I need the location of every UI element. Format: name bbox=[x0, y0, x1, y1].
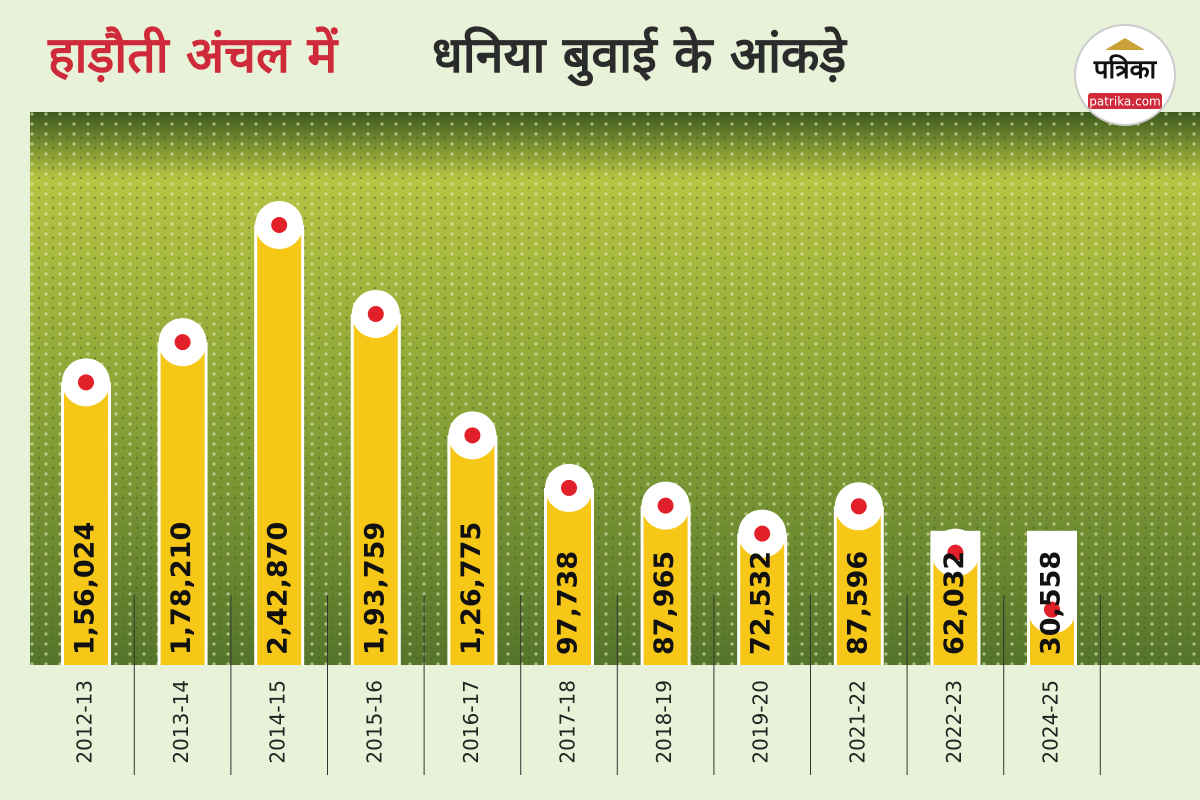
bar-dot bbox=[78, 374, 94, 391]
bar-dot bbox=[1044, 601, 1060, 618]
value-label: 1,56,024 bbox=[70, 522, 101, 655]
bar-dot bbox=[174, 334, 191, 351]
bar-dot bbox=[657, 497, 674, 514]
bar-dot bbox=[271, 217, 288, 233]
bar-dot bbox=[947, 544, 964, 561]
bar bbox=[257, 225, 302, 665]
value-label: 62,032 bbox=[939, 551, 970, 655]
value-label: 30,558 bbox=[1036, 551, 1067, 655]
x-tick-label: 2017-18 bbox=[556, 680, 580, 764]
x-tick-label: 2013-14 bbox=[169, 680, 193, 764]
chart-title-rest: धनिया बुवाई के आंकड़े bbox=[432, 26, 848, 87]
logo-name: पत्रिका bbox=[1093, 54, 1158, 85]
x-tick-label: 2015-16 bbox=[362, 680, 386, 764]
logo: पत्रिका patrika.com bbox=[1074, 24, 1176, 126]
bar bbox=[547, 487, 591, 665]
bar-dot bbox=[464, 427, 481, 444]
chart-title: हाड़ौती अंचल में bbox=[47, 26, 339, 84]
bar bbox=[353, 313, 398, 665]
value-label: 1,78,210 bbox=[166, 522, 197, 655]
value-label: 87,965 bbox=[649, 551, 680, 655]
bar bbox=[643, 505, 688, 665]
logo-icon bbox=[1105, 38, 1145, 50]
x-tick-label: 2019-20 bbox=[749, 680, 773, 764]
bar-dot bbox=[561, 479, 577, 496]
x-tick-label: 2024-25 bbox=[1039, 680, 1063, 764]
bar bbox=[450, 435, 495, 665]
x-tick-label: 2012-13 bbox=[73, 680, 97, 764]
value-label: 97,738 bbox=[553, 551, 584, 655]
value-label: 2,42,870 bbox=[263, 522, 294, 655]
x-tick-label: 2021-22 bbox=[845, 680, 869, 764]
x-tick-label: 2014-15 bbox=[266, 680, 290, 764]
x-tick-label: 2022-23 bbox=[942, 680, 966, 764]
bar bbox=[64, 382, 108, 665]
bar bbox=[160, 342, 205, 665]
value-label: 87,596 bbox=[842, 551, 873, 655]
x-tick-label: 2016-17 bbox=[459, 680, 483, 764]
bar-dot bbox=[367, 305, 384, 322]
bar bbox=[836, 506, 881, 665]
bar-dot bbox=[754, 525, 771, 542]
bar-dot bbox=[850, 498, 867, 515]
value-label: 1,26,775 bbox=[456, 522, 487, 655]
logo-band bbox=[1088, 93, 1162, 109]
logo-site: patrika.com bbox=[1089, 95, 1160, 109]
value-label: 1,93,759 bbox=[359, 522, 390, 655]
field-texture bbox=[30, 112, 1200, 665]
x-tick-label: 2018-19 bbox=[652, 680, 676, 764]
value-label: 72,532 bbox=[746, 551, 777, 655]
